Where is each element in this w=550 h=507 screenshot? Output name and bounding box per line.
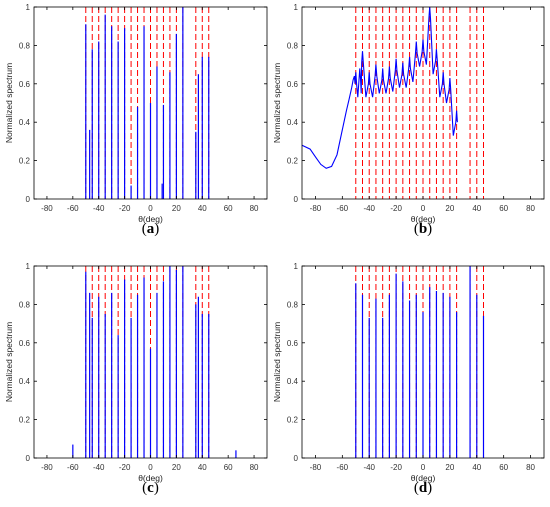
panel-letter: a — [147, 221, 155, 237]
x-tick-label: -40 — [93, 463, 105, 472]
x-tick-label: -60 — [337, 463, 349, 472]
y-tick-label: 0.4 — [19, 118, 31, 127]
y-tick-label: 0 — [294, 454, 299, 463]
y-axis-label: Normalized spectrum — [272, 63, 282, 143]
x-tick-label: 60 — [224, 463, 233, 472]
x-tick-label: 80 — [250, 204, 259, 213]
x-tick-label: -80 — [41, 463, 53, 472]
panel-caption: (b) — [414, 221, 432, 237]
panel-caption: (d) — [414, 480, 432, 496]
x-tick-label: 60 — [499, 204, 508, 213]
x-tick-label: -20 — [119, 463, 131, 472]
x-tick-label: -80 — [310, 463, 322, 472]
y-tick-label: 0.2 — [287, 157, 299, 166]
x-tick-label: -80 — [310, 204, 322, 213]
x-axis-label: θ(deg) — [411, 214, 436, 224]
x-tick-label: 20 — [445, 204, 454, 213]
chart-panel-b: -80 -60 -40 -20 0 20 40 60 80 0 0.2 0.4 0.6 0.8 1 θ(deg… — [272, 3, 545, 237]
x-tick-label: 80 — [526, 204, 535, 213]
y-tick-label: 0.2 — [287, 416, 299, 425]
y-tick-label: 0.4 — [19, 377, 31, 386]
y-axis-label: Normalized spectrum — [4, 322, 14, 402]
y-tick-label: 0.6 — [287, 80, 299, 89]
x-axis-label: θ(deg) — [411, 473, 436, 483]
y-tick-label: 0.8 — [19, 300, 31, 309]
x-tick-label: 0 — [148, 463, 153, 472]
x-tick-label: 40 — [198, 204, 207, 213]
x-tick-label: -20 — [390, 463, 402, 472]
x-axis-label: θ(deg) — [138, 473, 163, 483]
y-tick-label: 0.8 — [287, 300, 299, 309]
y-tick-label: 0 — [26, 195, 31, 204]
spectrum-line — [301, 6, 458, 169]
chart-panel-c: -80 -60 -40 -20 0 20 40 60 80 0 0.2 0.4 0.6 0.8 1 θ(deg… — [4, 262, 268, 496]
panel-letter: d — [419, 480, 428, 496]
y-tick-label: 0.8 — [19, 41, 31, 50]
x-tick-label: 0 — [421, 463, 426, 472]
x-tick-label: -40 — [363, 204, 375, 213]
x-tick-label: 20 — [172, 204, 181, 213]
x-tick-label: 20 — [172, 463, 181, 472]
panel-caption: (c) — [142, 480, 159, 496]
x-tick-label: -80 — [41, 204, 53, 213]
x-tick-label: 40 — [472, 463, 481, 472]
y-tick-label: 0.2 — [19, 157, 31, 166]
x-tick-label: -60 — [67, 204, 79, 213]
y-tick-label: 1 — [294, 3, 299, 12]
x-tick-label: -20 — [390, 204, 402, 213]
y-tick-label: 0.4 — [287, 377, 299, 386]
y-tick-label: 0.6 — [19, 339, 31, 348]
x-tick-label: -60 — [337, 204, 349, 213]
panel-caption: (a) — [142, 221, 160, 237]
x-tick-label: -20 — [119, 204, 131, 213]
x-axis-label: θ(deg) — [138, 214, 163, 224]
panel-letter: b — [419, 221, 427, 237]
y-tick-label: 0.4 — [287, 118, 299, 127]
y-tick-label: 1 — [294, 262, 299, 271]
x-tick-label: 80 — [526, 463, 535, 472]
y-tick-label: 0.8 — [287, 41, 299, 50]
x-tick-label: 20 — [445, 463, 454, 472]
y-tick-label: 0.6 — [287, 339, 299, 348]
y-tick-label: 0 — [26, 454, 31, 463]
y-axis-label: Normalized spectrum — [272, 322, 282, 402]
x-tick-label: 40 — [198, 463, 207, 472]
y-tick-label: 1 — [26, 262, 31, 271]
y-tick-label: 0.2 — [19, 416, 31, 425]
x-tick-label: 0 — [148, 204, 153, 213]
x-tick-label: 0 — [421, 204, 426, 213]
y-tick-label: 0 — [294, 195, 299, 204]
x-tick-label: 40 — [472, 204, 481, 213]
x-tick-label: 60 — [499, 463, 508, 472]
chart-panel-d: -80 -60 -40 -20 0 20 40 60 80 0 0.2 0.4 0.6 0.8 1 θ(deg… — [272, 262, 545, 496]
x-tick-label: -40 — [93, 204, 105, 213]
y-axis-label: Normalized spectrum — [4, 63, 14, 143]
chart-panel-a: -80 -60 -40 -20 0 20 40 60 80 0 0.2 0.4 0.6 0.8 1 θ(deg… — [4, 3, 268, 237]
panel-letter: c — [147, 480, 154, 496]
y-tick-label: 1 — [26, 3, 31, 12]
y-tick-label: 0.6 — [19, 80, 31, 89]
x-tick-label: -60 — [67, 463, 79, 472]
x-tick-label: 80 — [250, 463, 259, 472]
x-tick-label: -40 — [363, 463, 375, 472]
x-tick-label: 60 — [224, 204, 233, 213]
